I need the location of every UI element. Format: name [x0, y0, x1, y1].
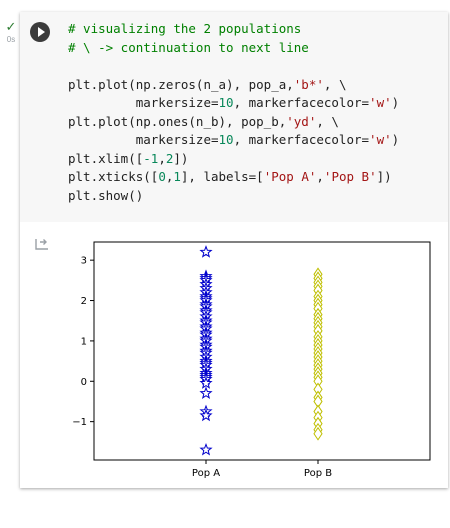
code-line: plt.plot(np.zeros(n_a), pop_a,'b*', \ [68, 77, 346, 92]
scatter-plot: −1 0 1 2 3 Pop A Pop B [72, 241, 431, 479]
code-token: ]) [173, 150, 189, 166]
code-token: 2 [165, 150, 174, 166]
code-token: 1 [173, 169, 181, 184]
cell-output: −1 0 1 2 3 Pop A Pop B [20, 222, 448, 488]
code-token: markersize= [68, 132, 219, 147]
code-token: , [316, 169, 324, 184]
code-token: ) [391, 95, 400, 110]
code-token: ], labels=[ [180, 169, 264, 184]
code-line: markersize=10, markerfacecolor='w') [68, 132, 399, 147]
y-tick-label: 1 [81, 336, 87, 347]
code-token: 'Pop A' [263, 169, 317, 184]
code-token: # \ -> continuation to next line [68, 39, 309, 55]
star-marker [199, 442, 213, 456]
run-cell-button[interactable] [30, 22, 50, 42]
code-line: # \ -> continuation to next line [68, 40, 309, 55]
code-line: markersize=10, markerfacecolor='w') [68, 95, 399, 110]
code-token: 10 [218, 132, 234, 147]
code-token: 'b*' [293, 76, 324, 92]
code-line: plt.show() [68, 188, 143, 203]
code-token: 'yd' [286, 113, 317, 129]
code-token: plt.plot(np.zeros(n_a), pop_a, [68, 76, 294, 92]
code-editor[interactable]: # visualizing the 2 populations # \ -> c… [20, 12, 448, 222]
execution-time: 0s [6, 35, 16, 44]
code-token: plt.show() [68, 187, 144, 203]
code-token: plt.plot(np.ones(n_b), pop_b, [68, 113, 287, 129]
y-tick-label: −1 [72, 417, 87, 428]
code-line: plt.plot(np.ones(n_b), pop_b,'yd', \ [68, 114, 339, 129]
code-token: 'Pop B' [323, 169, 377, 184]
code-token: 0 [158, 169, 166, 184]
code-token: , \ [316, 113, 339, 129]
code-token: , markerfacecolor= [233, 95, 370, 110]
check-icon: ✓ [5, 19, 17, 34]
code-token: , markerfacecolor= [233, 132, 370, 147]
y-tick-label: 0 [81, 377, 87, 388]
code-token: plt.xticks([ [68, 169, 159, 184]
y-tick-label: 2 [81, 296, 87, 307]
code-line: plt.xticks([0,1], labels=['Pop A','Pop B… [68, 169, 392, 184]
code-token: 'w' [369, 132, 392, 147]
code-token: , [165, 169, 174, 184]
star-marker [199, 386, 213, 399]
star-marker [199, 376, 213, 389]
cell-status: ✓ 0s [0, 20, 22, 44]
star-marker [199, 245, 213, 258]
star-marker [199, 408, 213, 422]
code-text[interactable]: # visualizing the 2 populations # \ -> c… [68, 20, 399, 205]
x-tick-label: Pop A [192, 468, 220, 479]
code-token: , [158, 150, 166, 166]
plot-frame [93, 241, 431, 461]
code-token: # visualizing the 2 populations [68, 21, 302, 36]
code-token: ) [391, 132, 400, 147]
y-tick-label: 3 [81, 256, 87, 267]
diamond-marker [313, 426, 323, 441]
code-token: 'w' [369, 95, 392, 110]
output-arrow-icon[interactable] [34, 236, 50, 252]
code-token: 10 [218, 95, 234, 110]
code-token: , \ [323, 76, 347, 92]
code-line: # visualizing the 2 populations [68, 21, 301, 36]
code-line: plt.xlim([-1,2]) [68, 151, 188, 166]
code-cell[interactable]: # visualizing the 2 populations # \ -> c… [20, 12, 448, 488]
code-token: ]) [376, 169, 392, 184]
code-token: plt.xlim([ [68, 150, 144, 166]
code-token: -1 [143, 150, 159, 166]
x-tick-label: Pop B [304, 468, 332, 479]
code-token: markersize= [68, 95, 219, 110]
